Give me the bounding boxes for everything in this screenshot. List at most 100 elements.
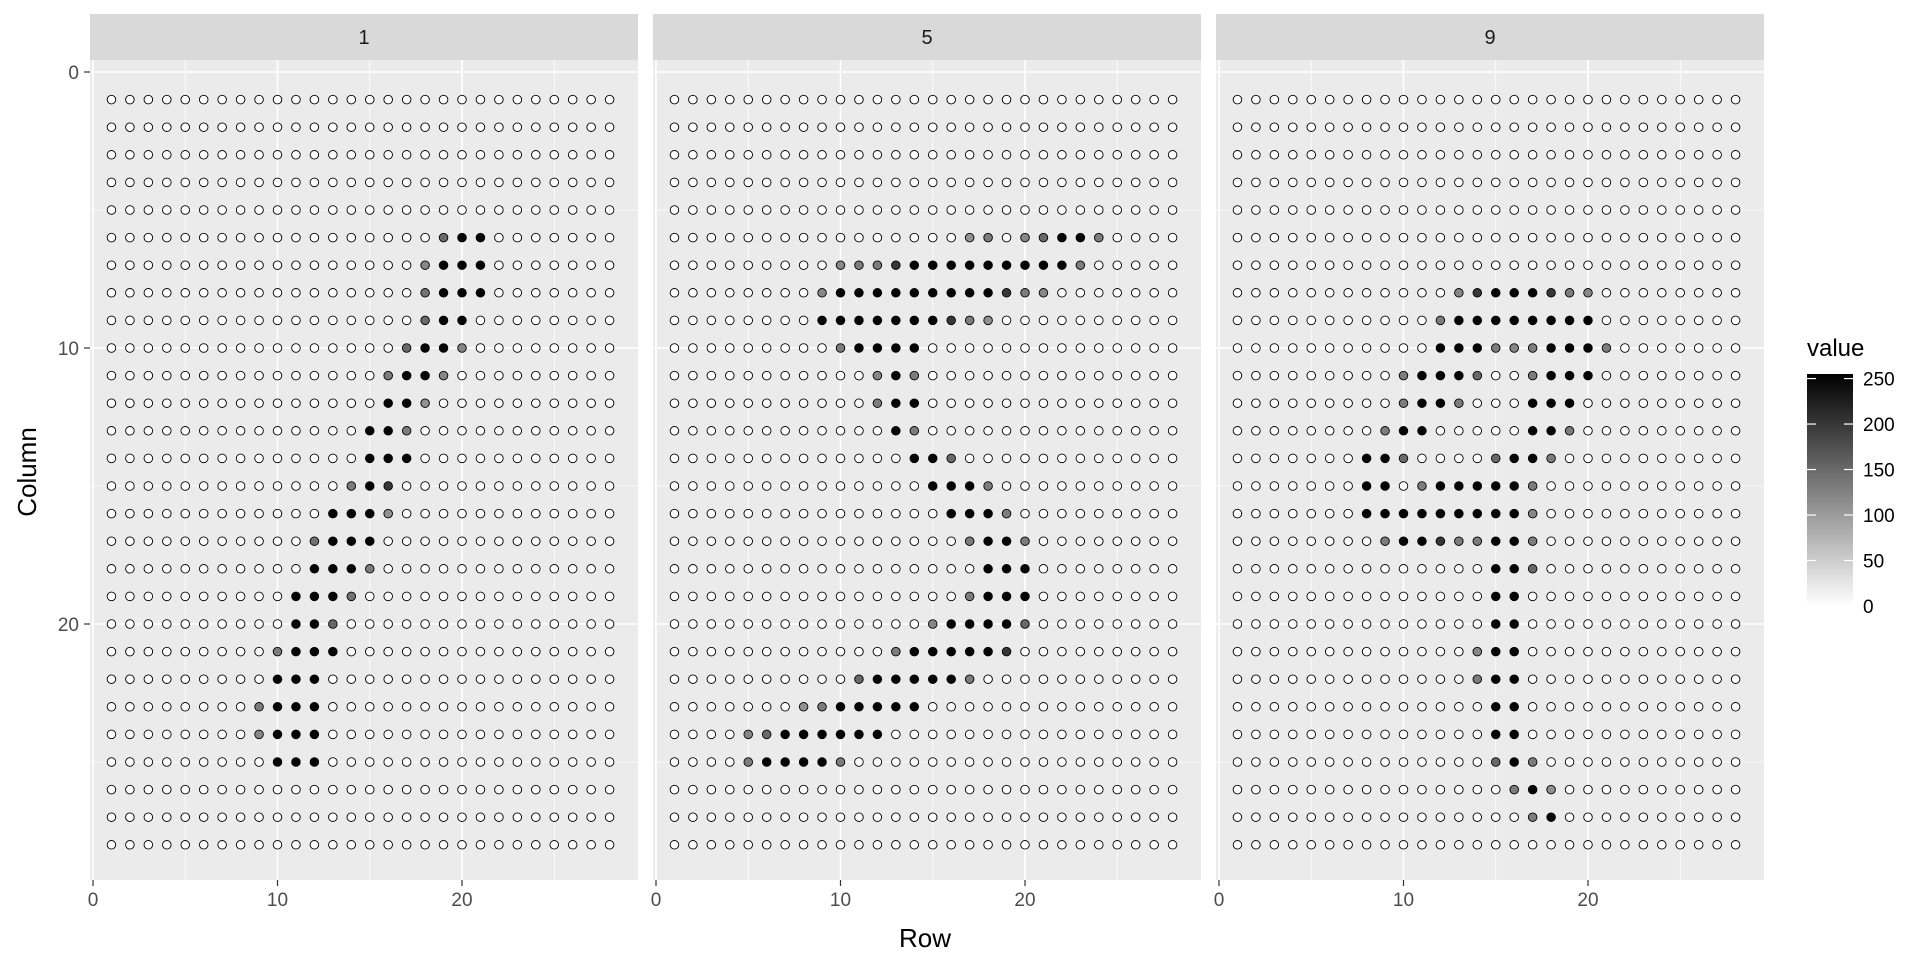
data-point	[798, 674, 809, 684]
data-point	[725, 591, 735, 602]
data-point	[383, 840, 393, 850]
data-point	[964, 453, 975, 464]
data-point	[1564, 315, 1575, 326]
data-point	[254, 674, 264, 684]
data-point	[725, 840, 735, 850]
data-point	[1075, 536, 1086, 546]
data-point	[817, 646, 827, 657]
data-point	[1130, 729, 1141, 740]
data-point	[1601, 591, 1612, 602]
data-point	[1546, 564, 1556, 574]
data-point	[946, 398, 956, 408]
data-point	[1675, 205, 1685, 215]
data-point	[983, 205, 993, 215]
data-point	[1509, 729, 1519, 740]
data-point	[383, 757, 393, 767]
data-point	[928, 840, 938, 850]
data-point	[780, 591, 790, 602]
data-point	[909, 315, 920, 326]
data-point	[1112, 674, 1122, 684]
data-point	[1232, 426, 1243, 436]
data-point	[143, 150, 154, 160]
data-point	[1001, 564, 1012, 574]
data-point	[1693, 591, 1704, 602]
data-point	[328, 674, 338, 684]
data-point	[475, 646, 486, 657]
data-point	[1094, 150, 1104, 160]
data-point	[106, 646, 117, 657]
y-tick-label: 0	[68, 63, 79, 84]
data-point	[549, 481, 560, 491]
data-point	[1693, 370, 1704, 381]
data-point	[1232, 398, 1243, 408]
data-point	[401, 453, 412, 464]
data-point	[1251, 729, 1261, 740]
data-point	[1167, 122, 1178, 132]
data-point	[909, 812, 920, 822]
data-point	[106, 232, 117, 243]
data-point	[1730, 426, 1741, 436]
data-point	[309, 702, 320, 712]
data-point	[1149, 840, 1159, 850]
data-point	[1583, 232, 1593, 243]
data-point	[254, 508, 264, 519]
data-point	[383, 564, 393, 574]
data-point	[1693, 536, 1704, 546]
data-point	[1288, 481, 1298, 491]
data-point	[235, 564, 246, 574]
x-tick-label: 10	[830, 890, 851, 911]
data-point	[1094, 232, 1104, 243]
data-point	[798, 591, 809, 602]
data-point	[457, 536, 467, 546]
data-point	[291, 674, 301, 684]
data-point	[1472, 205, 1483, 215]
data-point	[420, 288, 430, 298]
data-point	[438, 205, 449, 215]
data-point	[1306, 564, 1316, 574]
data-point	[604, 122, 615, 132]
data-point	[401, 122, 412, 132]
data-point	[586, 288, 596, 298]
data-point	[254, 702, 264, 712]
data-point	[1693, 150, 1704, 160]
data-point	[457, 205, 467, 215]
data-point	[125, 536, 135, 546]
data-point	[1693, 177, 1704, 188]
data-point	[1380, 840, 1390, 850]
data-point	[567, 177, 578, 188]
data-point	[1057, 260, 1067, 270]
data-point	[1361, 288, 1372, 298]
data-point	[162, 205, 172, 215]
data-point	[872, 674, 883, 684]
data-point	[328, 398, 338, 408]
data-point	[1638, 646, 1649, 657]
data-point	[604, 702, 615, 712]
data-point	[1620, 674, 1630, 684]
data-point	[549, 812, 560, 822]
data-point	[1527, 481, 1538, 491]
data-point	[475, 481, 486, 491]
data-point	[217, 536, 227, 546]
data-point	[1472, 232, 1483, 243]
data-point	[964, 481, 975, 491]
data-point	[143, 343, 154, 353]
data-point	[946, 260, 956, 270]
data-point	[1288, 757, 1298, 767]
data-point	[309, 398, 320, 408]
data-point	[983, 757, 993, 767]
data-point	[688, 812, 698, 822]
data-point	[909, 646, 920, 657]
data-point	[346, 619, 357, 629]
data-point	[328, 315, 338, 326]
data-point	[1380, 232, 1390, 243]
data-point	[401, 812, 412, 822]
data-point	[1361, 232, 1372, 243]
data-point	[494, 343, 504, 353]
data-point	[1509, 398, 1519, 408]
data-point	[761, 729, 772, 740]
data-point	[835, 674, 846, 684]
data-point	[365, 812, 375, 822]
data-point	[946, 150, 956, 160]
